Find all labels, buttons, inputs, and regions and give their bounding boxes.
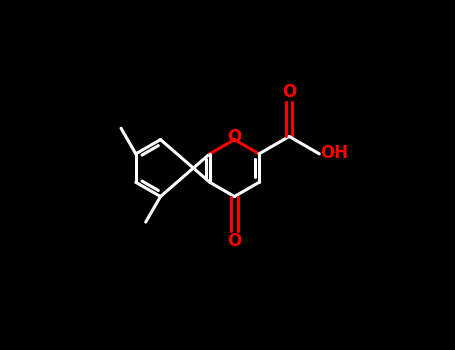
Text: O: O — [228, 232, 242, 250]
Text: O: O — [228, 128, 242, 146]
Text: OH: OH — [320, 144, 348, 162]
Text: O: O — [282, 83, 296, 101]
